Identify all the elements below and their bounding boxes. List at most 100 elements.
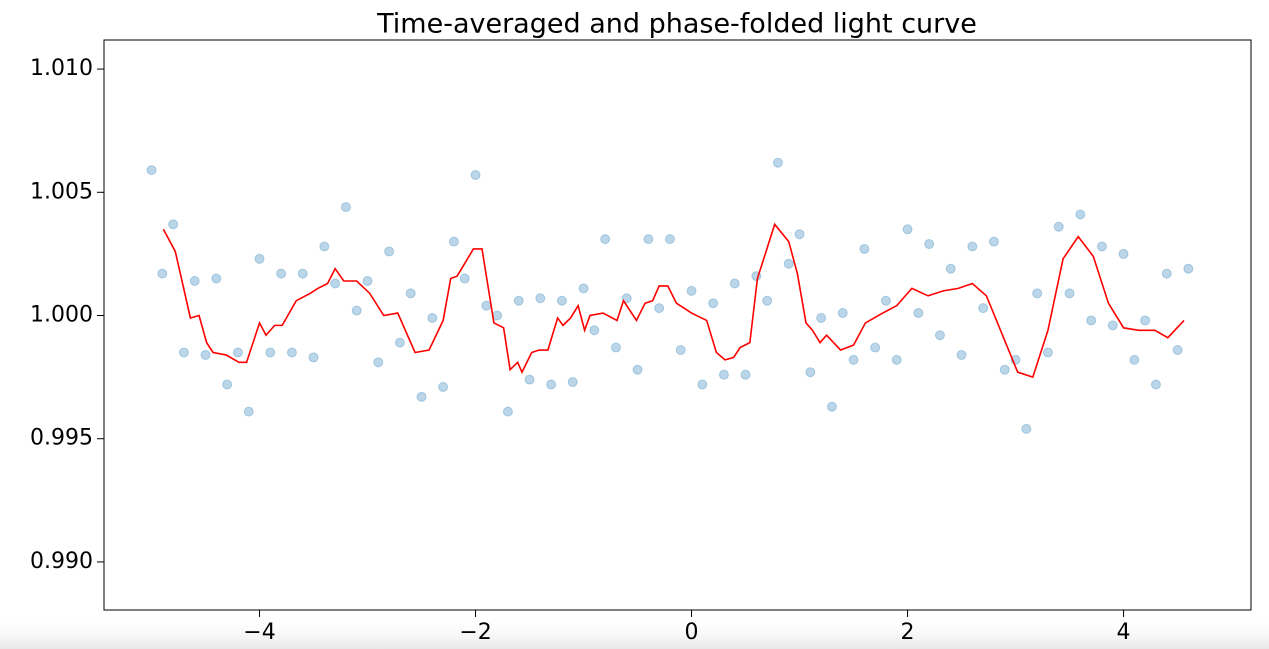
scatter-point xyxy=(416,391,427,402)
scatter-point xyxy=(686,285,697,296)
scatter-point xyxy=(254,253,265,264)
scatter-point xyxy=(286,347,297,358)
scatter-point xyxy=(848,354,859,365)
scatter-point xyxy=(859,243,870,254)
scatter-point xyxy=(837,308,848,319)
scatter-point xyxy=(373,357,384,368)
scatter-point xyxy=(556,295,567,306)
scatter-point xyxy=(967,241,978,252)
line-series xyxy=(162,222,1185,379)
scatter-point xyxy=(502,406,513,417)
scatter-point xyxy=(394,337,405,348)
scatter-point xyxy=(697,379,708,390)
scatter-point xyxy=(189,276,200,287)
scatter-point xyxy=(222,379,233,390)
scatter-point xyxy=(276,268,287,279)
scatter-point xyxy=(340,202,351,213)
scatter-point xyxy=(265,347,276,358)
scatter-point xyxy=(664,234,675,245)
scatter-point xyxy=(427,312,438,323)
scatter-point xyxy=(632,364,643,375)
scatter-point xyxy=(438,381,449,392)
scatter-point xyxy=(675,345,686,356)
scatter-point xyxy=(826,401,837,412)
scatter-point xyxy=(762,295,773,306)
scatter-point xyxy=(600,234,611,245)
scatter-point xyxy=(772,157,783,168)
scatter-point xyxy=(470,170,481,181)
scatter-point xyxy=(513,295,524,306)
scatter-point xyxy=(913,308,924,319)
scatter-point xyxy=(1032,288,1043,299)
scatter-point xyxy=(384,246,395,257)
scatter-point xyxy=(956,349,967,360)
scatter-point xyxy=(211,273,222,284)
scatter-point xyxy=(405,288,416,299)
x-tick-label: 0 xyxy=(685,620,699,645)
scatter-point xyxy=(524,374,535,385)
plot-area xyxy=(146,157,1194,434)
scatter-point xyxy=(978,303,989,314)
scatter-point xyxy=(1183,263,1194,274)
scatter-point xyxy=(1096,241,1107,252)
scatter-point xyxy=(578,283,589,294)
bottom-fade xyxy=(0,615,1269,649)
y-tick-label: 1.010 xyxy=(30,56,93,81)
scatter-point xyxy=(891,354,902,365)
scatter-point xyxy=(308,352,319,363)
scatter-point xyxy=(297,268,308,279)
scatter-point xyxy=(589,325,600,336)
scatter-point xyxy=(146,165,157,176)
scatter-point xyxy=(1172,345,1183,356)
scatter-point xyxy=(178,347,189,358)
scatter-point xyxy=(934,330,945,341)
scatter-point xyxy=(610,342,621,353)
scatter-point xyxy=(362,276,373,287)
scatter-point xyxy=(1150,379,1161,390)
scatter-point xyxy=(1107,320,1118,331)
scatter-point xyxy=(243,406,254,417)
scatter-point xyxy=(740,369,751,380)
scatter-point xyxy=(816,312,827,323)
scatter-point xyxy=(546,379,557,390)
scatter-point xyxy=(1053,221,1064,232)
scatter-point xyxy=(999,364,1010,375)
scatter-point xyxy=(1161,268,1172,279)
x-tick-label: −2 xyxy=(459,620,491,645)
scatter-point xyxy=(319,241,330,252)
scatter-point xyxy=(794,229,805,240)
scatter-point xyxy=(200,349,211,360)
scatter-point xyxy=(621,293,632,304)
scatter-point xyxy=(232,347,243,358)
scatter-point xyxy=(1129,354,1140,365)
scatter-point xyxy=(1021,423,1032,434)
scatter-point xyxy=(567,377,578,388)
scatter-point xyxy=(168,219,179,230)
scatter-point xyxy=(988,236,999,247)
scatter-point xyxy=(945,263,956,274)
scatter-point xyxy=(643,234,654,245)
scatter-point xyxy=(718,369,729,380)
axes-frame xyxy=(103,39,1252,611)
scatter-point xyxy=(535,293,546,304)
x-tick-label: −4 xyxy=(243,620,275,645)
y-tick-label: 0.990 xyxy=(30,549,93,574)
scatter-point xyxy=(902,224,913,235)
scatter-point xyxy=(805,367,816,378)
scatter-point xyxy=(870,342,881,353)
scatter-point xyxy=(481,300,492,311)
scatter-point xyxy=(708,298,719,309)
scatter-point xyxy=(330,278,341,289)
scatter-point xyxy=(924,239,935,250)
x-tick-label: 4 xyxy=(1117,620,1131,645)
scatter-point xyxy=(1064,288,1075,299)
scatter-point xyxy=(351,305,362,316)
chart-title: Time-averaged and phase-folded light cur… xyxy=(376,9,977,40)
y-tick-label: 0.995 xyxy=(30,426,93,451)
scatter-point xyxy=(880,295,891,306)
y-tick-label: 1.005 xyxy=(30,179,93,204)
scatter-point xyxy=(1086,315,1097,326)
scatter-point xyxy=(1042,347,1053,358)
